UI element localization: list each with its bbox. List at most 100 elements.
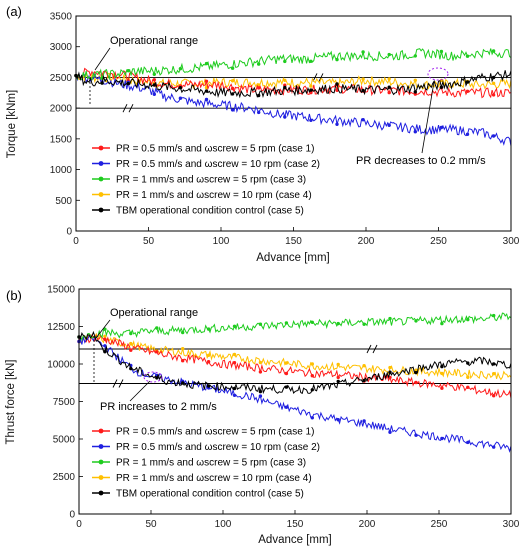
torque-point-case3: [204, 61, 209, 66]
thrust-pr-callout: [129, 380, 151, 402]
thrust-x-tick-label: 50: [145, 519, 157, 530]
torque-point-case2: [465, 132, 470, 136]
torque-point-case5: [230, 92, 235, 96]
thrust-point-case1: [103, 337, 107, 341]
thrust-point-case2: [310, 416, 314, 420]
torque-point-case2: [309, 118, 313, 123]
torque-point-case2: [387, 123, 391, 128]
torque-point-case3: [465, 54, 470, 58]
thrust-point-case4: [103, 334, 107, 338]
torque-y-tick-label: 1000: [50, 165, 73, 176]
thrust-x-axis-label: Advance [mm]: [258, 534, 332, 546]
thrust-y-tick-label: 12500: [47, 322, 75, 333]
thrust-point-case3: [336, 321, 340, 326]
thrust-point-case1: [284, 371, 289, 376]
thrust-y-tick-label: 5000: [53, 435, 76, 446]
thrust-point-case2: [440, 436, 444, 441]
torque-point-case1: [491, 93, 496, 97]
thrust-point-case5: [388, 370, 392, 374]
thrust-y-tick-label: 7500: [53, 397, 76, 408]
thrust-point-case1: [440, 386, 444, 390]
torque-point-case4: [257, 83, 261, 87]
torque-point-case3: [491, 49, 496, 53]
torque-point-case3: [361, 50, 365, 54]
torque-range-callout: [94, 47, 111, 71]
torque-point-case1: [230, 86, 235, 91]
thrust-point-case3: [466, 317, 470, 322]
thrust-point-case3: [388, 316, 392, 321]
torque-y-tick-label: 2000: [50, 104, 73, 115]
thrust-point-case4: [466, 375, 470, 379]
thrust-legend-label-case1: PR = 0.5 mm/s and ωscrew = 5 rpm (case 1…: [116, 427, 314, 438]
thrust-legend-label-case3: PR = 1 mm/s and ωscrew = 5 rpm (case 3): [116, 458, 306, 469]
torque-point-case2: [491, 134, 496, 138]
thrust-point-case1: [492, 394, 496, 398]
thrust-point-case1: [232, 361, 237, 365]
torque-point-case3: [230, 66, 235, 70]
torque-markers-case5: [74, 73, 496, 98]
thrust-point-case3: [310, 320, 314, 324]
thrust-point-case3: [129, 331, 133, 336]
torque-point-case3: [257, 62, 261, 66]
thrust-point-case5: [232, 386, 237, 391]
torque-point-case2: [283, 115, 287, 119]
thrust-point-case3: [362, 322, 366, 326]
thrust-point-case3: [232, 324, 237, 328]
thrust-point-case5: [181, 381, 185, 385]
thrust-point-case3: [284, 321, 289, 325]
torque-x-tick-label: 0: [73, 236, 79, 247]
thrust-markers-case3: [77, 313, 496, 339]
thrust-x-tick-label: 250: [431, 519, 448, 530]
thrust-point-case5: [310, 388, 314, 392]
thrust-series-case1: [78, 334, 512, 399]
torque-point-case2: [257, 110, 261, 115]
thrust-legend-marker-case4: [98, 475, 104, 480]
thrust-legend-label-case4: PR = 1 mm/s and ωscrew = 10 rpm (case 4): [116, 473, 312, 484]
torque-point-case1: [465, 89, 470, 94]
torque-point-case5: [465, 80, 470, 84]
torque-point-case5: [126, 81, 130, 86]
torque-point-case4: [413, 78, 417, 83]
thrust-range-break-mark: [366, 344, 378, 354]
torque-point-case4: [283, 78, 287, 83]
torque-point-case5: [283, 85, 287, 90]
torque-chart-panel: (a) 0 50 100 150 200 250 300050010001500200025…: [6, 4, 520, 264]
torque-point-case4: [491, 81, 496, 86]
thrust-point-case4: [129, 341, 133, 346]
thrust-point-case5: [206, 384, 211, 388]
torque-point-case5: [178, 86, 183, 90]
thrust-pr-note: PR increases to 2 mm/s: [100, 401, 217, 413]
thrust-point-case2: [466, 440, 470, 445]
thrust-plot-frame: [78, 288, 512, 515]
thrust-x-tick-label: 150: [287, 519, 304, 530]
torque-point-case2: [335, 122, 339, 127]
torque-point-case3: [439, 49, 444, 54]
torque-point-case1: [387, 90, 391, 95]
thrust-series-case4: [78, 332, 512, 381]
thrust-point-case4: [258, 360, 263, 365]
torque-point-case5: [100, 81, 104, 85]
torque-series-case5: [75, 70, 512, 99]
torque-legend-label-case3: PR = 1 mm/s and ωscrew = 5 rpm (case 3): [116, 175, 306, 186]
thrust-point-case2: [258, 394, 263, 398]
torque-point-case5: [257, 93, 261, 98]
torque-x-tick-label: 300: [503, 236, 520, 247]
torque-point-case3: [178, 67, 183, 71]
torque-y-tick-label: 0: [66, 227, 72, 238]
thrust-legend-marker-case1: [98, 428, 104, 434]
thrust-legend-label-case5: TBM operational condition control (case …: [116, 489, 304, 500]
torque-y-tick-label: 1500: [50, 134, 73, 145]
torque-point-case2: [178, 96, 183, 100]
torque-legend-label-case1: PR = 0.5 mm/s and ωscrew = 5 rpm (case 1…: [116, 144, 314, 155]
torque-range-break-mark: [122, 103, 134, 113]
torque-point-case2: [439, 125, 444, 130]
torque-legend-label-case5: TBM operational condition control (case …: [116, 206, 304, 217]
thrust-point-case3: [206, 327, 211, 331]
thrust-point-case5: [155, 376, 159, 380]
torque-point-case5: [361, 88, 365, 93]
thrust-markers-case5: [77, 335, 496, 394]
torque-series: [74, 48, 512, 147]
thrust-point-case5: [466, 361, 470, 365]
thrust-y-tick-label: 2500: [53, 472, 76, 483]
